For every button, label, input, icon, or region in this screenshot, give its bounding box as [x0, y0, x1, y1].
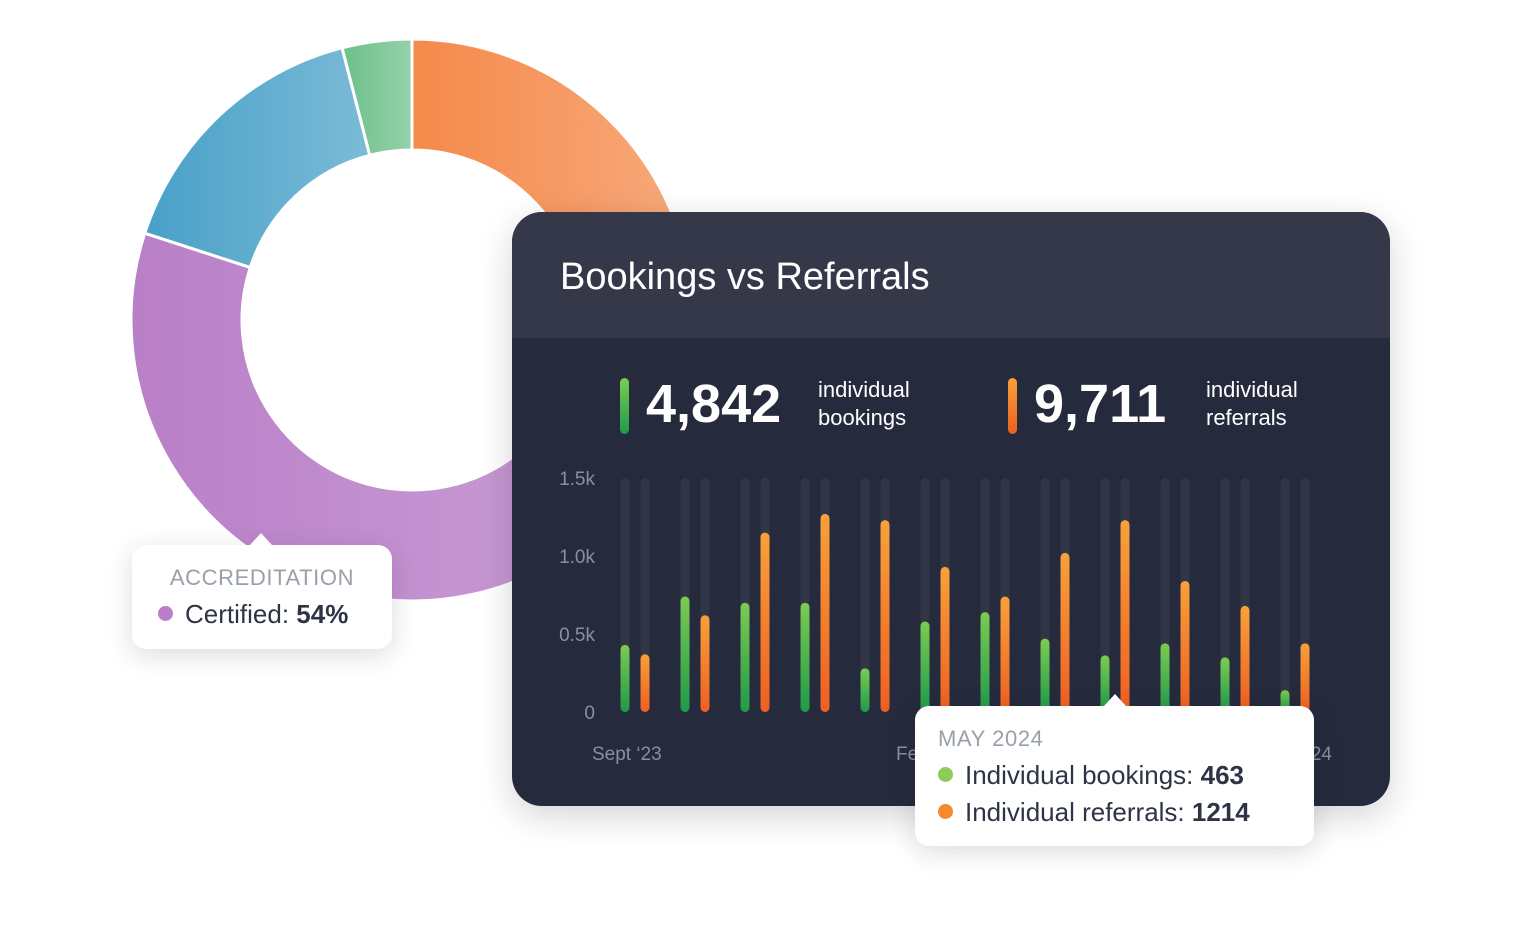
bookings-bar-0[interactable]: [620, 644, 630, 712]
referrals-bar-8[interactable]: [1120, 520, 1130, 712]
card-title: Bookings vs Referrals: [560, 256, 930, 298]
referrals-bar-2[interactable]: [760, 532, 770, 712]
bookings-caption-line1: individual: [818, 377, 910, 402]
bar-tooltip: MAY 2024 Individual bookings: 463 Indivi…: [915, 694, 1314, 846]
bookings-bar-10[interactable]: [1220, 657, 1230, 712]
tooltip-row-referrals: Individual referrals: 1214: [938, 797, 1250, 828]
bar-track: [1280, 478, 1290, 712]
y-tick-label: 0.5k: [559, 625, 595, 646]
tooltip-value: 1214: [1191, 797, 1250, 827]
x-tick-label: Sept ‘23: [592, 744, 662, 765]
legend-dot: [938, 767, 953, 782]
bookings-bar-4[interactable]: [860, 668, 870, 712]
bookings-bar-3[interactable]: [800, 602, 810, 712]
bookings-bar-1[interactable]: [680, 596, 690, 712]
tooltip-row-bookings: Individual bookings: 463: [938, 760, 1244, 791]
bookings-bar-9[interactable]: [1160, 643, 1170, 712]
tooltip-value: 463: [1200, 760, 1245, 790]
bookings-caption-line2: bookings: [818, 405, 907, 430]
referrals-total: 9,711: [1034, 374, 1167, 434]
referrals-caption-line1: individual: [1206, 377, 1298, 402]
bar-track: [640, 478, 650, 712]
bookings-bar-7[interactable]: [1040, 638, 1050, 712]
referrals-bar-7[interactable]: [1060, 552, 1070, 712]
referrals-bar-4[interactable]: [880, 520, 890, 712]
card-header: Bookings vs Referrals: [512, 212, 1390, 338]
legend-dot: [158, 606, 173, 621]
referrals-bar-0[interactable]: [640, 654, 650, 712]
donut-tooltip: ACCREDITATION Certified: 54%: [132, 533, 392, 649]
tooltip-caret: [250, 533, 272, 545]
donut-slice-2[interactable]: [142, 46, 372, 270]
bookings-bar-6[interactable]: [980, 612, 990, 712]
referrals-color-pill: [1008, 378, 1017, 434]
bookings-caption: individual bookings: [818, 376, 958, 432]
x-tick-label: Fe: [896, 744, 918, 765]
referrals-bar-5[interactable]: [940, 566, 950, 712]
referrals-bar-3[interactable]: [820, 513, 830, 712]
bar-track: [1100, 478, 1110, 712]
bookings-total: 4,842: [646, 374, 782, 434]
referrals-caption: individual referrals: [1206, 376, 1346, 432]
tooltip-label: Individual bookings:: [965, 760, 1194, 790]
referrals-caption-line2: referrals: [1206, 405, 1287, 430]
bar-chart: 0 0.5k 1.0k 1.5k Sept ‘23 Fe 24: [559, 469, 1333, 765]
y-tick-label: 1.0k: [559, 547, 595, 568]
y-tick-label: 1.5k: [559, 469, 595, 490]
tooltip-label: Individual referrals:: [965, 797, 1185, 827]
tooltip-title: ACCREDITATION: [169, 565, 355, 590]
bookings-color-pill: [620, 378, 629, 434]
bar-track: [860, 478, 870, 712]
tooltip-value: 54%: [296, 599, 349, 629]
x-tick-label: 24: [1311, 744, 1333, 765]
referrals-bar-1[interactable]: [700, 615, 710, 712]
y-tick-label: 0: [584, 703, 595, 724]
referrals-bar-11[interactable]: [1300, 643, 1310, 712]
donut-slice-3[interactable]: [340, 37, 414, 158]
tooltip-row-certified: Certified: 54%: [158, 599, 348, 630]
referrals-bar-6[interactable]: [1000, 596, 1010, 712]
tooltip-label: Certified:: [185, 599, 290, 629]
referrals-bar-10[interactable]: [1240, 605, 1250, 712]
bar-track: [1220, 478, 1230, 712]
tooltip-caret: [1104, 694, 1126, 706]
bookings-bar-5[interactable]: [920, 621, 930, 712]
bookings-bar-2[interactable]: [740, 602, 750, 712]
legend-dot: [938, 804, 953, 819]
referrals-bar-9[interactable]: [1180, 580, 1190, 712]
tooltip-title: MAY 2024: [938, 726, 1044, 751]
